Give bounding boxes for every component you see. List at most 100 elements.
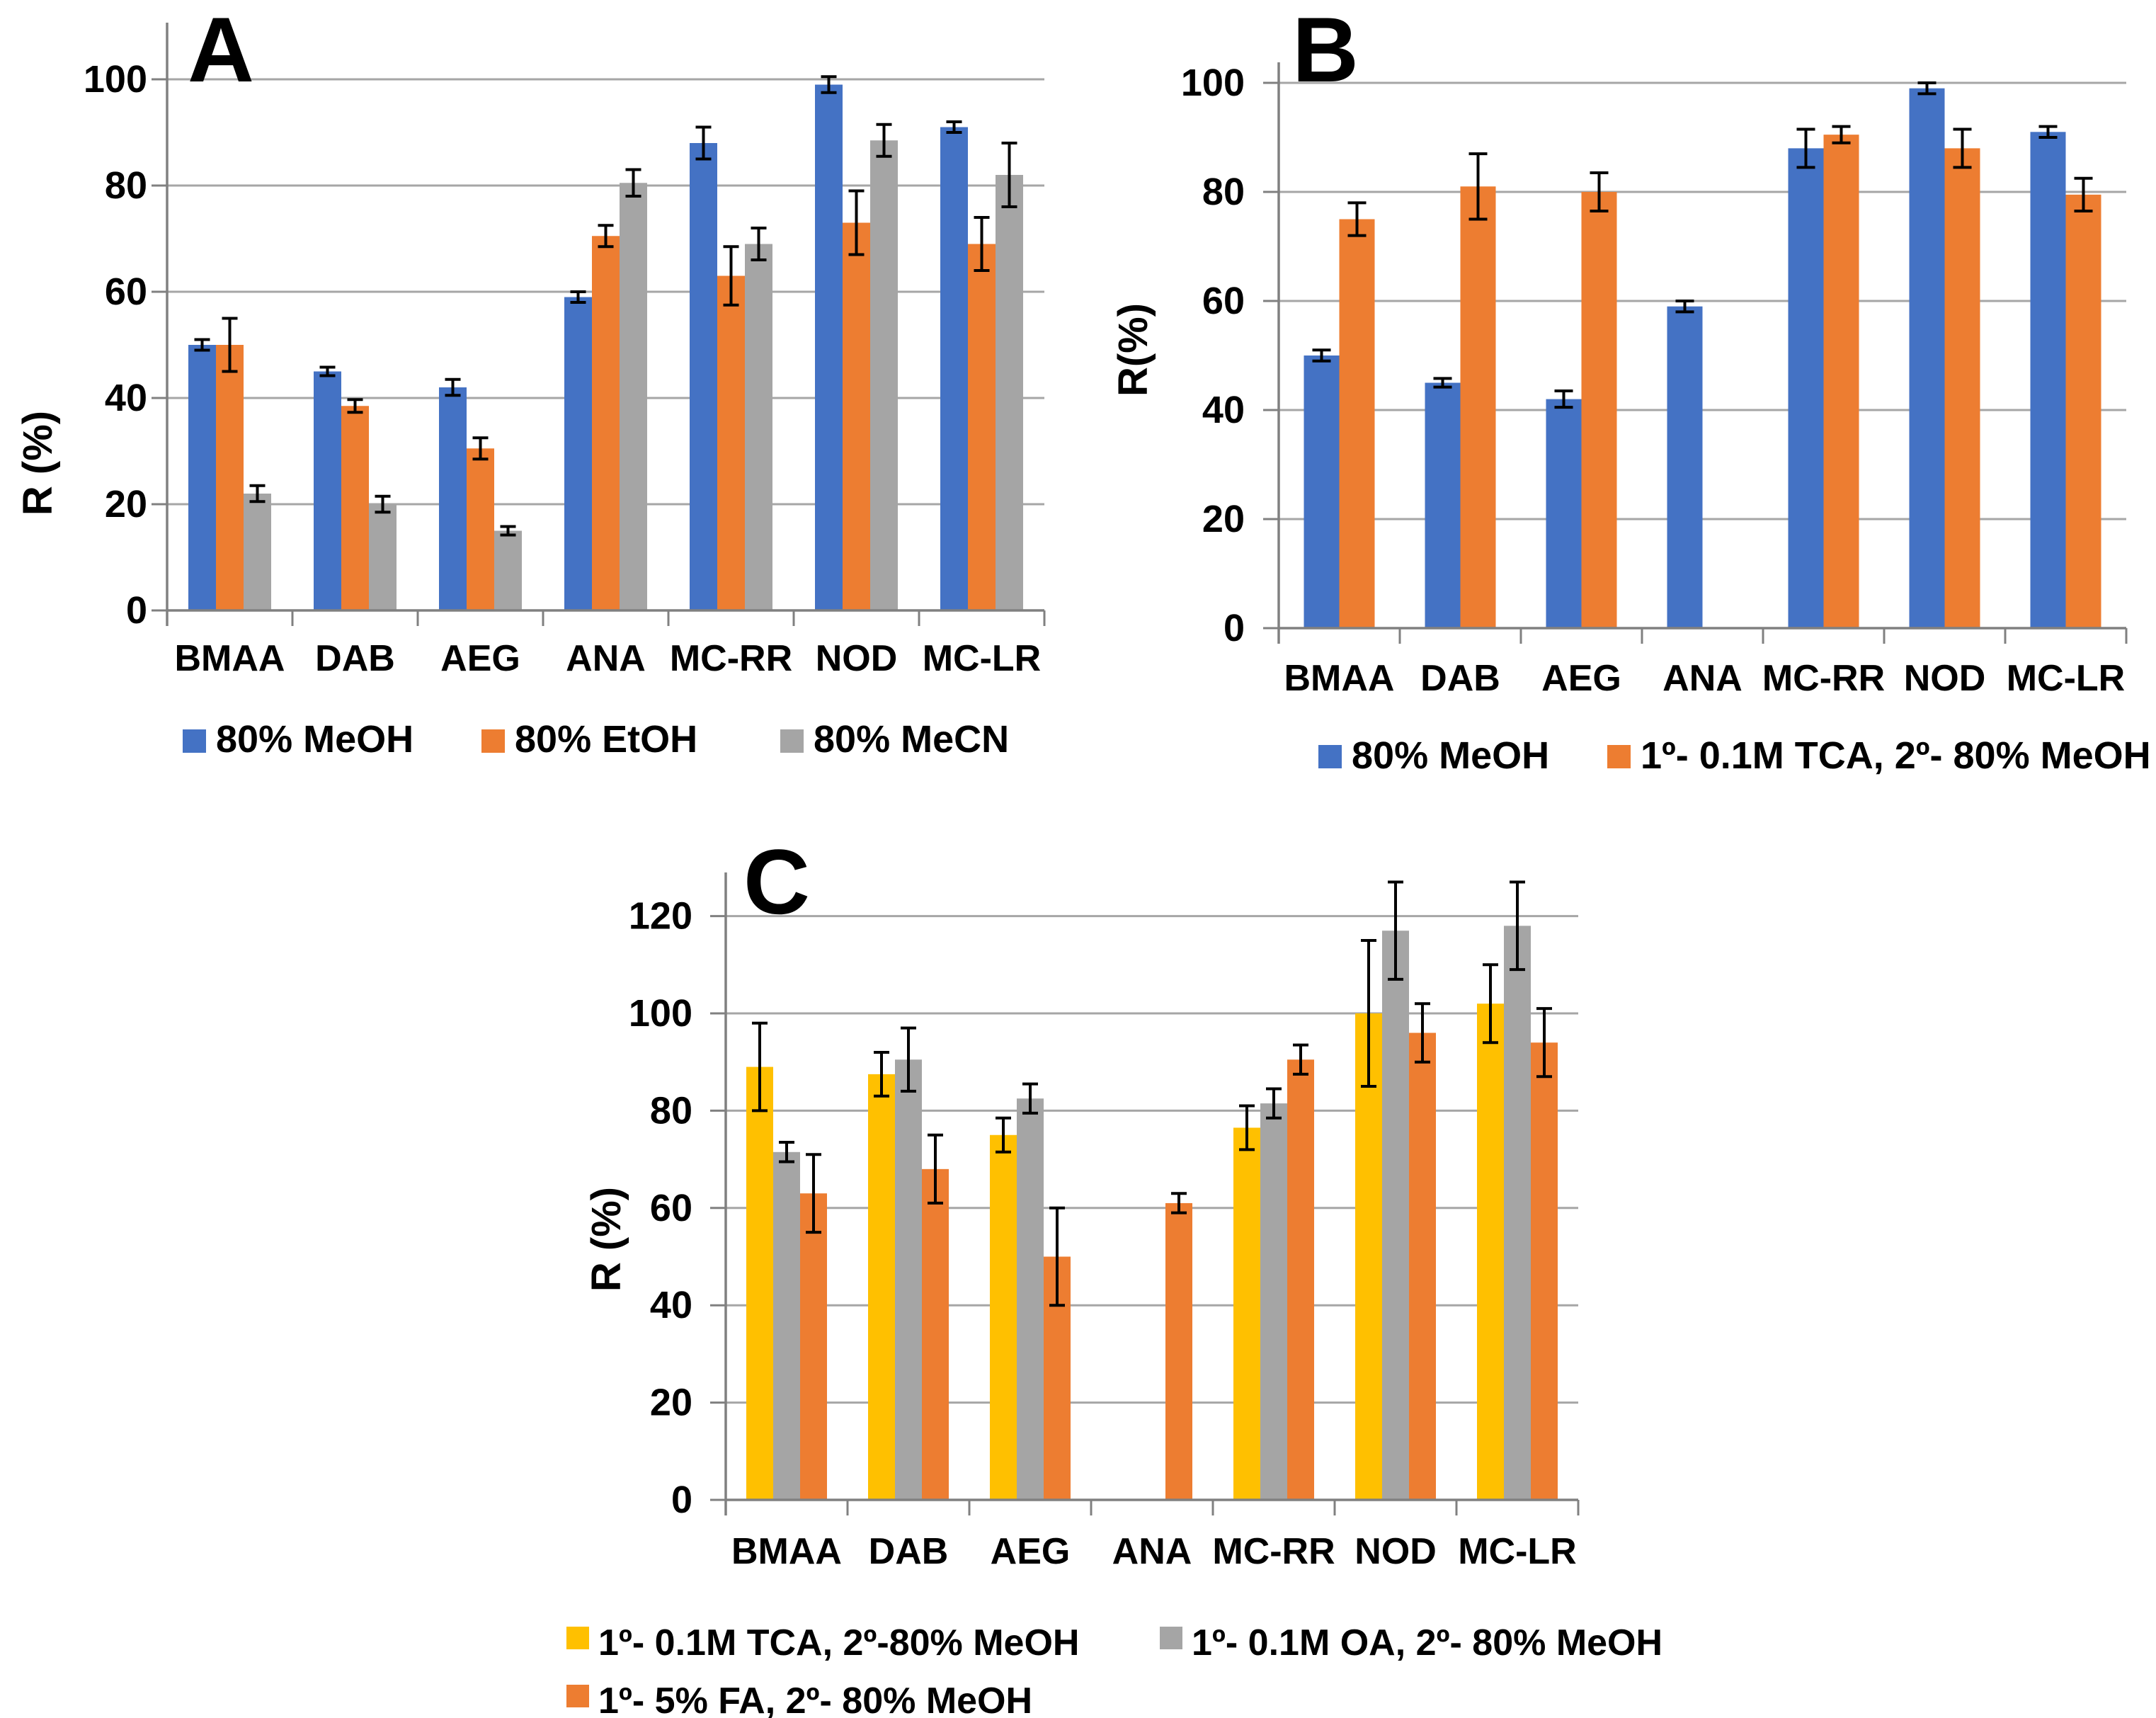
bar-B-DAB-series0 bbox=[1425, 382, 1461, 628]
bar-C-NOD-series2 bbox=[1409, 1032, 1436, 1500]
legend-item-B-series1: 1º- 0.1M TCA, 2º- 80% MeOH bbox=[1607, 734, 2151, 777]
bar-A-DAB-series2 bbox=[369, 504, 397, 610]
bar-B-ANA-series0 bbox=[1667, 306, 1703, 628]
x-label-C-ANA: ANA bbox=[1112, 1531, 1192, 1572]
y-tick-label-B-100: 100 bbox=[1181, 62, 1245, 104]
legend-swatch-A-series0 bbox=[183, 729, 206, 753]
legend-item-C-series0: 1º- 0.1M TCA, 2º-80% MeOH bbox=[566, 1622, 1079, 1663]
error-bar-A-DAB-series1 bbox=[347, 398, 363, 414]
y-tick-label-B-40: 40 bbox=[1202, 389, 1245, 431]
panel-C: BMAA DAB AEG ANA MC-RR NOD MC-LR 0 20 40 60 80 100 12… bbox=[566, 830, 1662, 1718]
bar-A-MC-RR-series0 bbox=[690, 143, 717, 610]
error-bar-B-DAB-series0 bbox=[1433, 377, 1452, 389]
error-bar-B-AEG-series1 bbox=[1590, 171, 1609, 212]
x-label-C-MC-LR: MC-LR bbox=[1458, 1531, 1577, 1572]
error-bar-C-BMAA-series0 bbox=[752, 1021, 768, 1113]
bar-C-BMAA-series2 bbox=[800, 1193, 827, 1500]
x-label-B-BMAA: BMAA bbox=[1284, 658, 1395, 699]
error-bar-A-MC-LR-series1 bbox=[974, 216, 990, 272]
legend-label-B-series0: 80% MeOH bbox=[1352, 734, 1549, 777]
x-label-B-DAB: DAB bbox=[1420, 658, 1500, 699]
y-tick-label-B-20: 20 bbox=[1202, 498, 1245, 540]
error-bar-A-DAB-series0 bbox=[319, 365, 336, 377]
bar-A-ANA-series1 bbox=[592, 236, 620, 610]
x-label-B-NOD: NOD bbox=[1904, 658, 1986, 699]
legend-item-C-series1: 1º- 0.1M OA, 2º- 80% MeOH bbox=[1160, 1622, 1662, 1663]
error-bar-C-ANA-series2 bbox=[1171, 1192, 1187, 1214]
legend-label-C-series1: 1º- 0.1M OA, 2º- 80% MeOH bbox=[1192, 1622, 1662, 1663]
bar-A-MC-RR-series2 bbox=[745, 244, 772, 610]
bar-A-BMAA-series0 bbox=[188, 345, 216, 610]
bar-C-BMAA-series1 bbox=[773, 1151, 800, 1500]
error-bar-B-AEG-series0 bbox=[1554, 389, 1573, 409]
bar-C-NOD-series1 bbox=[1382, 931, 1409, 1500]
bar-A-DAB-series0 bbox=[314, 371, 341, 610]
y-axis-title-B: R(%) bbox=[1110, 303, 1156, 397]
y-tick-label-A-80: 80 bbox=[105, 164, 147, 207]
legend-item-B-series0: 80% MeOH bbox=[1318, 734, 1549, 777]
bar-A-MC-LR-series1 bbox=[968, 244, 996, 610]
bar-A-NOD-series1 bbox=[843, 222, 870, 610]
y-tick-label-B-80: 80 bbox=[1202, 171, 1245, 213]
x-label-C-MC-RR: MC-RR bbox=[1212, 1531, 1335, 1572]
error-bar-C-MC-LR-series1 bbox=[1510, 880, 1525, 972]
error-bar-A-ANA-series0 bbox=[570, 290, 586, 304]
error-bar-A-MC-RR-series1 bbox=[723, 245, 739, 307]
legend-label-C-series0: 1º- 0.1M TCA, 2º-80% MeOH bbox=[598, 1622, 1079, 1663]
error-bar-A-NOD-series1 bbox=[848, 189, 865, 256]
bar-A-DAB-series1 bbox=[341, 406, 369, 610]
bar-B-DAB-series1 bbox=[1460, 186, 1496, 628]
error-bar-B-NOD-series1 bbox=[1953, 127, 1972, 169]
error-bar-B-MC-LR-series1 bbox=[2074, 176, 2093, 212]
x-label-A-MC-RR: MC-RR bbox=[670, 638, 792, 679]
bar-A-BMAA-series1 bbox=[216, 345, 244, 610]
y-tick-label-C-100: 100 bbox=[629, 992, 692, 1035]
error-bar-A-BMAA-series1 bbox=[222, 317, 238, 373]
error-bar-C-NOD-series1 bbox=[1388, 880, 1403, 981]
y-tick-label-C-60: 60 bbox=[650, 1187, 692, 1229]
bar-C-NOD-series0 bbox=[1355, 1013, 1382, 1500]
bar-C-BMAA-series0 bbox=[746, 1066, 773, 1500]
bar-B-NOD-series1 bbox=[1944, 148, 1980, 628]
error-bar-C-AEG-series1 bbox=[1022, 1082, 1038, 1115]
bar-C-DAB-series2 bbox=[922, 1168, 949, 1500]
error-bar-A-NOD-series2 bbox=[876, 123, 892, 158]
bar-A-NOD-series2 bbox=[870, 140, 898, 610]
x-label-A-ANA: ANA bbox=[566, 638, 646, 679]
bar-C-MC-LR-series0 bbox=[1477, 1003, 1504, 1500]
x-label-A-NOD: NOD bbox=[816, 638, 898, 679]
panel-label-C: C bbox=[743, 830, 810, 933]
panel-label-B: B bbox=[1292, 0, 1359, 101]
bar-C-MC-RR-series1 bbox=[1260, 1103, 1287, 1500]
error-bar-C-DAB-series0 bbox=[874, 1050, 889, 1098]
error-bar-A-BMAA-series0 bbox=[194, 338, 210, 352]
error-bar-B-NOD-series0 bbox=[1917, 81, 1937, 96]
bar-C-MC-LR-series2 bbox=[1531, 1042, 1558, 1500]
error-bar-A-ANA-series2 bbox=[625, 168, 641, 198]
error-bar-C-NOD-series0 bbox=[1361, 938, 1376, 1088]
bar-A-BMAA-series2 bbox=[244, 494, 271, 610]
y-tick-label-A-0: 0 bbox=[126, 589, 147, 632]
error-bar-B-MC-RR-series1 bbox=[1832, 125, 1851, 144]
error-bar-B-MC-LR-series0 bbox=[2038, 125, 2058, 139]
x-label-A-BMAA: BMAA bbox=[175, 638, 285, 679]
bar-B-MC-LR-series0 bbox=[2030, 132, 2066, 629]
y-tick-label-B-60: 60 bbox=[1202, 280, 1245, 322]
y-tick-label-A-60: 60 bbox=[105, 271, 147, 313]
legend-swatch-C-series0 bbox=[566, 1627, 589, 1649]
error-bar-A-BMAA-series2 bbox=[249, 484, 266, 504]
y-tick-label-C-120: 120 bbox=[629, 895, 692, 938]
x-label-A-MC-LR: MC-LR bbox=[923, 638, 1042, 679]
x-label-A-AEG: AEG bbox=[440, 638, 520, 679]
bar-A-MC-LR-series2 bbox=[996, 175, 1023, 610]
x-label-C-NOD: NOD bbox=[1354, 1531, 1437, 1572]
panel-label-A: A bbox=[188, 0, 254, 101]
x-label-B-ANA: ANA bbox=[1662, 658, 1743, 699]
error-bar-A-AEG-series0 bbox=[445, 377, 461, 397]
x-label-B-AEG: AEG bbox=[1541, 658, 1621, 699]
x-label-C-AEG: AEG bbox=[991, 1531, 1071, 1572]
legend-item-A-series0: 80% MeOH bbox=[183, 718, 413, 761]
legend-swatch-C-series2 bbox=[566, 1685, 589, 1707]
legend-label-C-series2: 1º- 5% FA, 2º- 80% MeOH bbox=[598, 1680, 1032, 1718]
